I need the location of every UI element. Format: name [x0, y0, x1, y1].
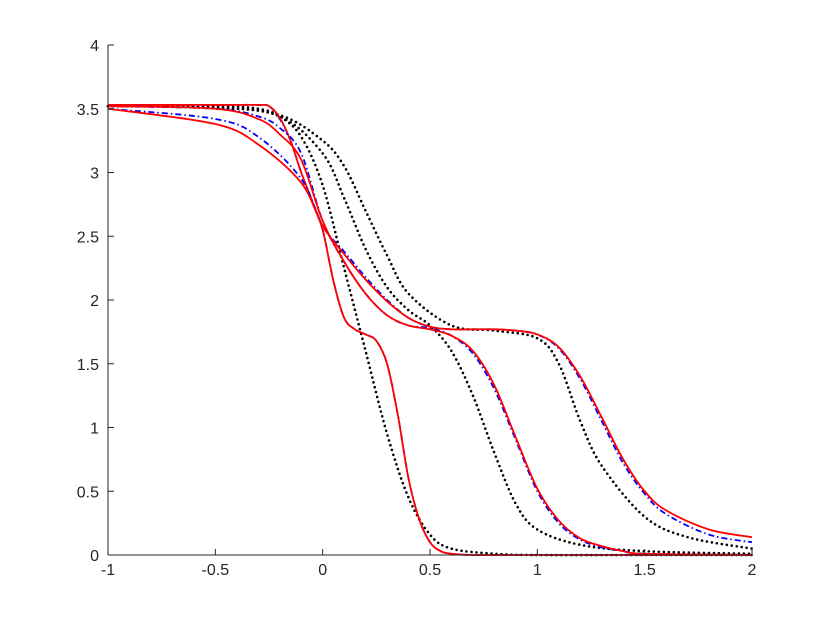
x-tick-label: 0.5: [419, 562, 441, 579]
x-tick-label: 0: [318, 562, 327, 579]
series-line-red-solid: [107, 105, 753, 556]
series-line-blue-dashdot: [107, 105, 753, 556]
series-line-blue-dashdot: [107, 107, 753, 544]
y-tick-label: 2.5: [77, 229, 99, 246]
series-line-black-dotted: [106, 104, 754, 556]
axes: -1 -0.5 0 0.5 1 1.5 2 0 0.5 1 1.5 2 2.5 3 3.5 4: [77, 38, 757, 579]
x-tick-label: -1: [101, 562, 115, 579]
y-tick-label: 0.5: [77, 484, 99, 501]
y-tick-label: 3.5: [77, 102, 99, 119]
x-tick-label: 2: [748, 562, 757, 579]
y-tick-label: 3: [90, 166, 99, 183]
y-tick-label: 0: [90, 548, 99, 565]
x-tick-label: 1.5: [634, 562, 656, 579]
series-line-red-solid: [107, 107, 753, 539]
series-layer: [106, 103, 754, 557]
x-tick-label: -0.5: [202, 562, 230, 579]
y-tick-label: 4: [90, 38, 99, 55]
series-line-red-solid: [108, 103, 752, 556]
y-tick-label: 1: [90, 421, 99, 438]
y-tick-label: 1.5: [77, 357, 99, 374]
series-line-black-dotted: [106, 104, 754, 557]
x-tick-label: 1: [533, 562, 542, 579]
y-tick-label: 2: [90, 293, 99, 310]
series-line-black-dotted: [106, 104, 754, 550]
